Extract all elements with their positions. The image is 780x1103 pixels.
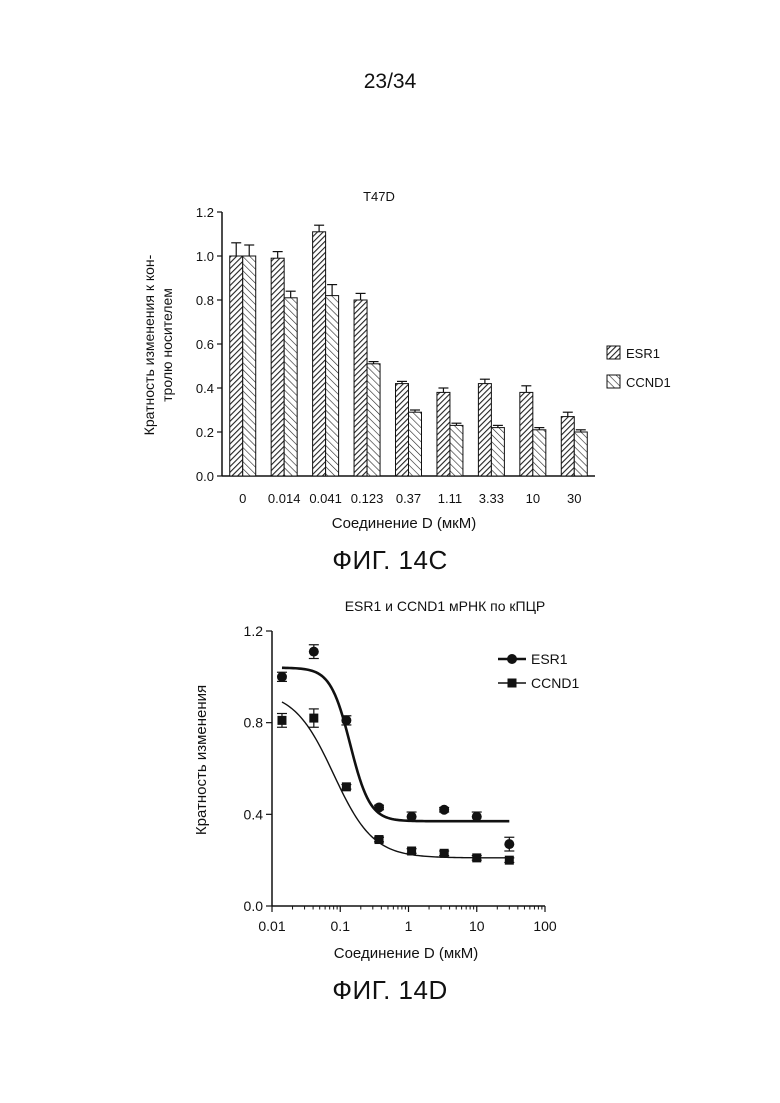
legend-label-ccnd1: CCND1 <box>531 675 579 691</box>
point-ccnd1 <box>277 716 286 725</box>
point-esr1 <box>309 647 319 657</box>
chart-d-y-tick-label: 0.0 <box>244 898 264 914</box>
point-esr1 <box>341 715 351 725</box>
point-ccnd1 <box>472 853 481 862</box>
chart-d-title: ESR1 и CCND1 мРНК по кПЦР <box>345 598 546 614</box>
chart-d-x-axis-label: Соединение D (мкМ) <box>334 945 478 962</box>
legend-label-esr1: ESR1 <box>531 651 568 667</box>
chart-d-fit-curves <box>282 668 509 858</box>
point-ccnd1 <box>342 782 351 791</box>
point-esr1 <box>277 672 287 682</box>
chart-d-y-tick-label: 1.2 <box>244 623 264 639</box>
figure-14d-caption: ФИГ. 14D <box>0 975 780 1006</box>
chart-d-x-tick-label: 0.1 <box>331 918 351 934</box>
chart-d-y-tick-label: 0.4 <box>244 806 264 822</box>
chart-d-y-tick-label: 0.8 <box>244 715 264 731</box>
point-esr1 <box>504 839 514 849</box>
point-ccnd1 <box>440 849 449 858</box>
legend-marker-ccnd1 <box>508 679 517 688</box>
chart-d-legend: ESR1 CCND1 <box>498 651 579 691</box>
point-esr1 <box>439 805 449 815</box>
point-esr1 <box>374 802 384 812</box>
chart-d-points <box>277 645 514 865</box>
point-ccnd1 <box>505 856 514 865</box>
legend-marker-esr1 <box>507 654 517 664</box>
point-ccnd1 <box>309 714 318 723</box>
point-ccnd1 <box>407 847 416 856</box>
fit-curve-esr1 <box>282 668 509 821</box>
chart-d-x-tick-label: 1 <box>405 918 413 934</box>
point-ccnd1 <box>375 835 384 844</box>
point-esr1 <box>407 812 417 822</box>
chart-d-y-axis-label: Кратность изменения <box>193 685 210 835</box>
fit-curve-ccnd1 <box>282 702 509 858</box>
chart-d-x-tick-label: 100 <box>533 918 557 934</box>
point-esr1 <box>472 812 482 822</box>
chart-d-x-tick-label: 10 <box>469 918 485 934</box>
chart-d-axes: 0.0 0.4 0.8 1.2 0.01 0.1 1 10 100 <box>244 623 557 934</box>
chart-d-x-tick-label: 0.01 <box>258 918 285 934</box>
